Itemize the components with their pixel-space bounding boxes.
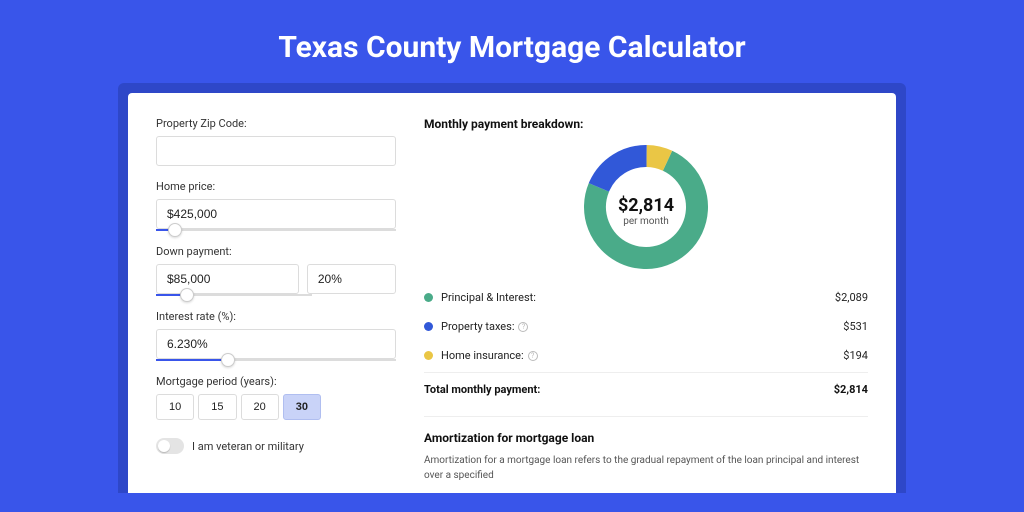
- info-icon[interactable]: ?: [518, 322, 528, 332]
- rate-slider[interactable]: [156, 359, 396, 361]
- legend-label: Principal & Interest:: [441, 291, 835, 304]
- rate-label: Interest rate (%):: [156, 310, 396, 323]
- donut-center: $2,814 per month: [618, 195, 674, 227]
- zip-input[interactable]: [156, 136, 396, 166]
- page-title: Texas County Mortgage Calculator: [0, 0, 1024, 83]
- down-slider[interactable]: [156, 294, 312, 296]
- calculator-card: Property Zip Code: Home price: Down paym…: [128, 93, 896, 493]
- legend-value: $531: [843, 320, 868, 333]
- down-label: Down payment:: [156, 245, 396, 258]
- breakdown-column: Monthly payment breakdown: $2,814 per mo…: [424, 117, 868, 493]
- price-label: Home price:: [156, 180, 396, 193]
- period-button-10[interactable]: 10: [156, 394, 194, 420]
- price-field-group: Home price:: [156, 180, 396, 231]
- legend-dot: [424, 293, 433, 302]
- period-buttons: 10152030: [156, 394, 396, 420]
- period-button-30[interactable]: 30: [283, 394, 321, 420]
- legend-value: $2,089: [835, 291, 868, 304]
- legend-dot: [424, 322, 433, 331]
- zip-label: Property Zip Code:: [156, 117, 396, 130]
- rate-input[interactable]: [156, 329, 396, 359]
- period-button-15[interactable]: 15: [198, 394, 236, 420]
- legend-row-0: Principal & Interest:$2,089: [424, 283, 868, 312]
- legend-row-2: Home insurance: ?$194: [424, 341, 868, 370]
- veteran-toggle-knob: [158, 440, 170, 452]
- down-pct-input[interactable]: [307, 264, 396, 294]
- legend-label: Property taxes: ?: [441, 320, 843, 333]
- down-slider-thumb[interactable]: [180, 288, 194, 302]
- down-amount-input[interactable]: [156, 264, 299, 294]
- amort-title: Amortization for mortgage loan: [424, 431, 868, 445]
- legend-label: Home insurance: ?: [441, 349, 843, 362]
- price-slider[interactable]: [156, 229, 396, 231]
- breakdown-title: Monthly payment breakdown:: [424, 117, 868, 131]
- rate-slider-fill: [156, 359, 228, 361]
- veteran-toggle-row: I am veteran or military: [156, 438, 396, 454]
- price-slider-thumb[interactable]: [168, 223, 182, 237]
- info-icon[interactable]: ?: [528, 351, 538, 361]
- period-label: Mortgage period (years):: [156, 375, 396, 388]
- rate-field-group: Interest rate (%):: [156, 310, 396, 361]
- legend-dot: [424, 351, 433, 360]
- donut-sub: per month: [618, 216, 674, 227]
- down-field-group: Down payment:: [156, 245, 396, 296]
- total-label: Total monthly payment:: [424, 383, 834, 396]
- zip-field-group: Property Zip Code:: [156, 117, 396, 166]
- rate-slider-thumb[interactable]: [221, 353, 235, 367]
- period-button-20[interactable]: 20: [241, 394, 279, 420]
- amort-text: Amortization for a mortgage loan refers …: [424, 453, 868, 483]
- form-column: Property Zip Code: Home price: Down paym…: [156, 117, 396, 493]
- legend-row-1: Property taxes: ?$531: [424, 312, 868, 341]
- legend: Principal & Interest:$2,089Property taxe…: [424, 283, 868, 370]
- divider: [424, 416, 868, 417]
- legend-value: $194: [843, 349, 868, 362]
- veteran-toggle[interactable]: [156, 438, 184, 454]
- total-row: Total monthly payment: $2,814: [424, 372, 868, 406]
- total-value: $2,814: [834, 383, 868, 396]
- price-input[interactable]: [156, 199, 396, 229]
- period-field-group: Mortgage period (years): 10152030: [156, 375, 396, 420]
- veteran-label: I am veteran or military: [192, 440, 304, 453]
- outer-card: Property Zip Code: Home price: Down paym…: [118, 83, 906, 493]
- donut-amount: $2,814: [618, 195, 674, 216]
- donut-chart: $2,814 per month: [424, 139, 868, 283]
